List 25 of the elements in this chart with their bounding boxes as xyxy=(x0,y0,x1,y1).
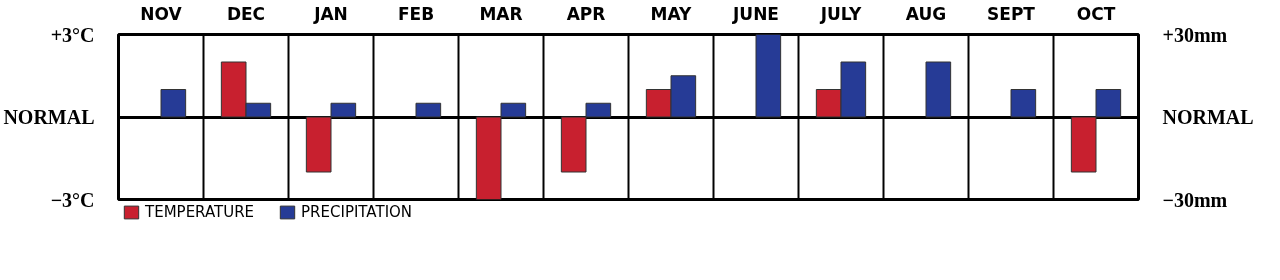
x-tick-label: MAY xyxy=(650,3,693,24)
x-tick-label: NOV xyxy=(140,3,183,24)
legend-label: TEMPERATURE xyxy=(145,203,255,221)
bar xyxy=(755,34,782,118)
y2-tick-label: NORMAL xyxy=(1162,106,1254,128)
y-tick-label: −3°C xyxy=(50,188,95,211)
y2-tick-label: +30mm xyxy=(1162,23,1228,46)
x-tick-label: JUNE xyxy=(732,3,779,24)
bar xyxy=(415,102,442,118)
y2-tick-label: −30mm xyxy=(1162,188,1228,211)
x-tick-label: FEB xyxy=(397,3,435,24)
x-tick-label: APR xyxy=(566,3,606,24)
x-tick-label: OCT xyxy=(1076,3,1116,24)
x-tick-label: DEC xyxy=(226,3,266,24)
y-tick-label: NORMAL xyxy=(3,106,95,128)
y-tick-label: +3°C xyxy=(50,23,95,46)
legend-label: PRECIPITATION xyxy=(301,203,413,221)
bar xyxy=(1010,89,1037,118)
x-tick-label: JULY xyxy=(819,3,862,24)
x-tick-label: SEPT xyxy=(987,3,1036,24)
bar xyxy=(925,61,952,118)
x-tick-label: JAN xyxy=(313,3,348,24)
bar xyxy=(160,89,187,118)
x-tick-label: AUG xyxy=(905,3,947,24)
x-tick-label: MAR xyxy=(479,3,523,24)
